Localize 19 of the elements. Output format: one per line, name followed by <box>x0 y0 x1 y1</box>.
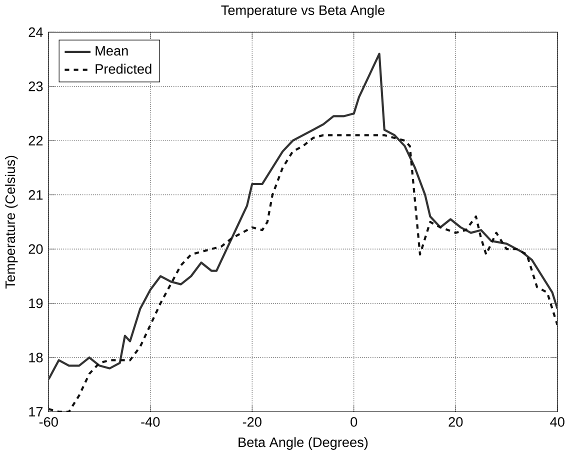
x-tick-label: 40 <box>550 417 564 427</box>
x-tick-label: 20 <box>448 417 463 427</box>
x-axis-title: Beta Angle (Degrees) <box>238 437 368 450</box>
legend-label: Mean <box>96 46 128 56</box>
x-tick-label: -40 <box>141 417 160 427</box>
y-tick-label: 19 <box>29 298 43 308</box>
y-tick-label: 18 <box>29 352 43 362</box>
x-tick-label: 0 <box>350 417 358 427</box>
chart-title: Temperature vs Beta Angle <box>221 5 384 18</box>
y-tick-label: 24 <box>28 27 43 37</box>
y-tick-label: 20 <box>28 244 43 254</box>
y-tick-label: 22 <box>28 136 43 146</box>
x-tick-label: -20 <box>242 417 262 427</box>
y-tick-label: 23 <box>28 82 43 92</box>
y-axis-title: Temperature (Celsius) <box>5 156 18 289</box>
legend-label: Predicted <box>96 64 152 74</box>
x-tick-label: -60 <box>39 417 58 427</box>
y-tick-label: 21 <box>28 190 43 200</box>
y-tick-label: 17 <box>29 407 43 416</box>
